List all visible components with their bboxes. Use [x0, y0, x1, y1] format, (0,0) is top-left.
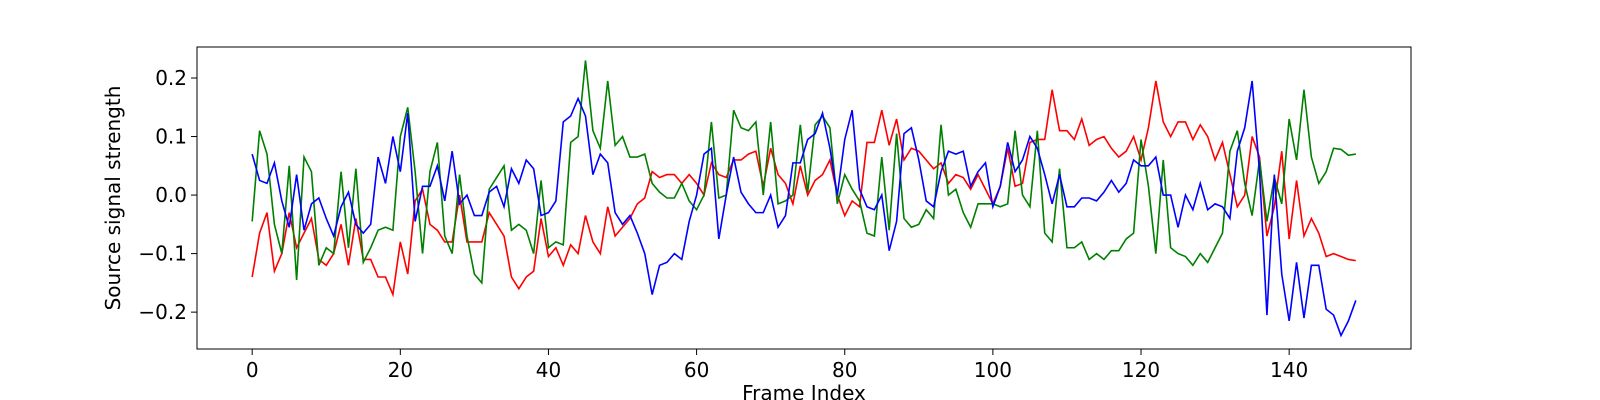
line-series	[251, 80, 1356, 298]
y-tick-label: 0.0	[155, 183, 187, 207]
x-tick-label: 0	[246, 358, 259, 382]
line-series	[251, 80, 1357, 338]
y-tick-label: 0.1	[155, 125, 187, 149]
x-tick-label: 80	[832, 358, 857, 382]
y-axis-label: Source signal strength	[101, 86, 125, 311]
y-tick-label: −0.2	[138, 300, 187, 324]
plot-frame	[196, 46, 1412, 350]
y-tick-label: −0.1	[138, 242, 187, 266]
x-tick-label: 100	[974, 358, 1012, 382]
x-tick-label: 20	[388, 358, 413, 382]
line-series	[251, 60, 1356, 285]
x-tick-label: 140	[1270, 358, 1308, 382]
x-axis-label: Frame Index	[742, 381, 866, 400]
x-tick-label: 60	[684, 358, 709, 382]
y-tick-label: 0.2	[155, 66, 187, 90]
x-tick-label: 120	[1122, 358, 1160, 382]
x-tick-label: 40	[536, 358, 561, 382]
